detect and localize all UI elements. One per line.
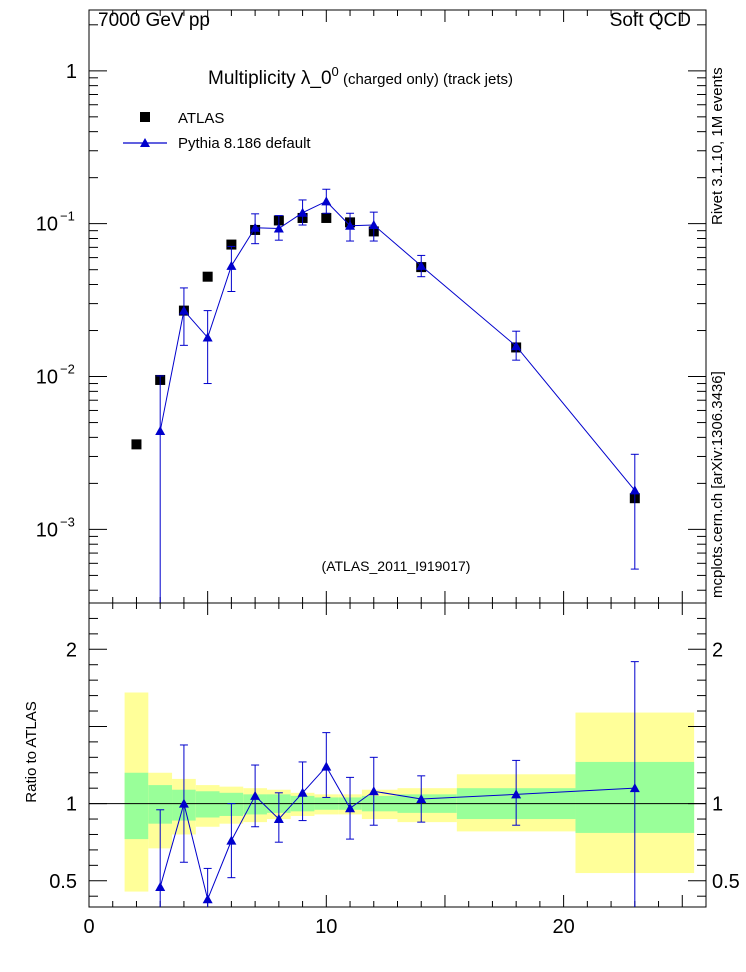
pythia-data-point — [155, 426, 166, 436]
main-y-tick-exponent: −2 — [60, 362, 75, 377]
pythia-data-point — [511, 341, 522, 351]
ratio-data-point — [629, 783, 640, 793]
ratio-data-point — [202, 894, 213, 904]
main-y-tick-exponent: −3 — [60, 514, 75, 529]
main-plot-title: Multiplicity λ_00 (charged only) (track … — [208, 64, 513, 89]
ratio-data-point — [297, 787, 308, 797]
ratio-data-point — [250, 790, 261, 800]
ratio-plot: 0 10 20 0.5 0.5 1 1 2 2 — [49, 602, 740, 938]
pythia-data-point — [273, 223, 284, 233]
main-y-tick-label: 10 — [36, 519, 58, 541]
main-y-tick-label: 10 — [36, 367, 58, 389]
ratio-data-point — [226, 835, 237, 845]
ratio-band-inner — [148, 785, 173, 824]
ratio-y-tick-label-right: 1 — [712, 794, 723, 816]
ratio-band-inner — [195, 791, 220, 818]
atlas-data-point — [131, 439, 142, 450]
ratio-data-point — [345, 803, 356, 813]
main-y-tick-label: 10 — [36, 214, 58, 236]
ratio-data-point — [155, 881, 166, 891]
main-y-tick-label: 1 — [66, 61, 77, 83]
legend-atlas-marker — [140, 112, 150, 122]
pythia-data-point — [202, 332, 213, 342]
x-tick-label: 0 — [83, 916, 94, 938]
title-superscript: 0 — [332, 64, 339, 79]
ratio-data-point — [321, 761, 332, 771]
legend-pythia-label: Pythia 8.186 default — [178, 135, 311, 152]
ratio-y-tick-label-right: 2 — [712, 639, 723, 661]
ratio-data-point — [368, 786, 379, 796]
ratio-y-tick-label-right: 0.5 — [712, 871, 740, 893]
pythia-data-point — [297, 207, 308, 217]
analysis-tag: (ATLAS_2011_I919017) — [322, 558, 471, 574]
ratio-data-point — [511, 789, 522, 799]
rivet-label: Rivet 3.1.10, 1M events — [709, 67, 726, 225]
title-main: Multiplicity λ_0 — [208, 68, 332, 89]
pythia-data-point — [250, 222, 261, 232]
main-plot: 110−110−210−3 — [36, 9, 707, 604]
atlas-data-point — [321, 212, 332, 223]
legend-atlas-label: ATLAS — [178, 110, 224, 127]
pythia-data-point — [226, 260, 237, 270]
legend-pythia-marker — [140, 138, 150, 147]
header-left-label: 7000 GeV pp — [98, 10, 210, 31]
ratio-data-point — [178, 798, 189, 808]
ratio-data-point — [416, 793, 427, 803]
header-right-label: Soft QCD — [610, 10, 691, 31]
pythia-data-point — [345, 220, 356, 230]
legend: ATLAS Pythia 8.186 default — [123, 110, 311, 152]
pythia-data-point — [629, 485, 640, 495]
ratio-y-tick-label: 1 — [66, 794, 77, 816]
pythia-data-point — [178, 305, 189, 315]
title-suffix: (charged only) (track jets) — [339, 71, 513, 88]
atlas-data-point — [226, 239, 237, 250]
ratio-ylabel: Ratio to ATLAS — [23, 701, 40, 802]
ratio-band-inner — [124, 772, 149, 840]
x-tick-label: 20 — [552, 916, 574, 938]
main-y-tick-exponent: −1 — [60, 209, 75, 224]
ratio-data-point — [273, 814, 284, 824]
pythia-data-point — [321, 196, 332, 206]
pythia-data-point — [416, 260, 427, 270]
source-label: mcplots.cern.ch [arXiv:1306.3436] — [709, 371, 726, 598]
atlas-data-point — [202, 271, 213, 282]
ratio-y-tick-label: 2 — [66, 639, 77, 661]
x-tick-label: 10 — [315, 916, 337, 938]
ratio-y-tick-label: 0.5 — [49, 871, 77, 893]
pythia-data-point — [368, 220, 379, 230]
